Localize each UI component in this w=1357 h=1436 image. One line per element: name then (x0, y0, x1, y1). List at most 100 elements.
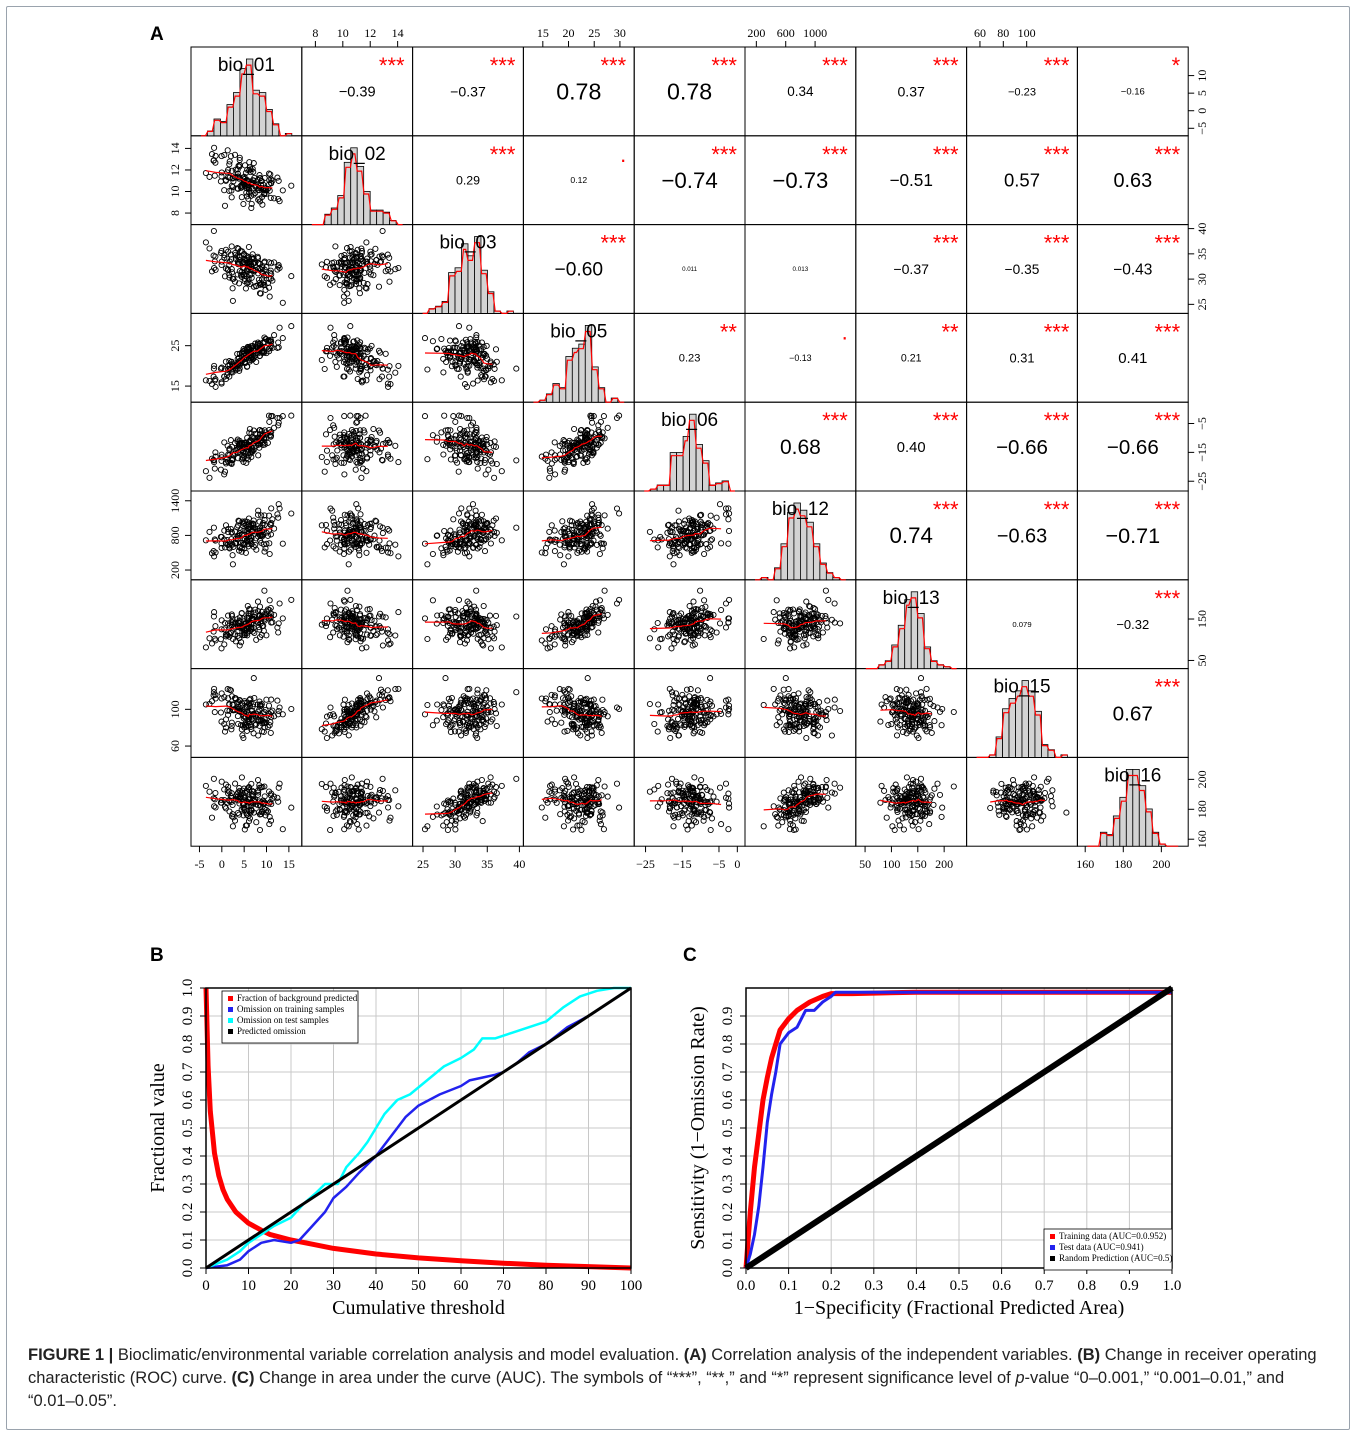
scatter-point (322, 521, 330, 528)
scatter-point (256, 345, 264, 352)
scatter-point (208, 151, 216, 158)
scatter-point (452, 418, 459, 425)
scatter-point (370, 815, 377, 822)
scatter-point (589, 419, 596, 426)
scatter-point (206, 173, 213, 180)
scatter-point (877, 718, 884, 725)
scatter-point (474, 545, 481, 552)
scatter-point (421, 335, 429, 342)
scatter-point (831, 600, 838, 607)
scatter-point (392, 369, 399, 376)
scatter-point (347, 243, 354, 251)
scatter-point (480, 518, 487, 525)
scatter-point (236, 358, 243, 365)
scatter-point (264, 280, 271, 287)
scatter-point (226, 187, 233, 195)
scatter-point (498, 377, 505, 384)
scatter-point (247, 436, 254, 444)
scatter-point (353, 413, 360, 420)
scatter-point (446, 547, 453, 554)
scatter-point (224, 147, 231, 154)
scatter-point (238, 774, 245, 781)
scatter-point (276, 704, 283, 711)
scatter-point (248, 200, 255, 207)
scatter-point (722, 624, 730, 631)
scatter-point (822, 587, 829, 594)
scatter-point (356, 290, 363, 297)
scatter-point (364, 348, 371, 355)
scatter-point (357, 414, 364, 422)
scatter-point (357, 275, 364, 282)
scatter-point (321, 365, 328, 373)
scatter-point (392, 787, 399, 794)
scatter-point (334, 447, 341, 454)
scatter-point (542, 455, 549, 462)
scatter-point (226, 174, 233, 181)
scatter-point (498, 537, 505, 544)
scatter-point (355, 271, 362, 278)
scatter-point (327, 600, 334, 607)
scatter-point (461, 550, 469, 557)
scatter-point (483, 535, 490, 542)
scatter-point (232, 251, 239, 258)
scatter-point (588, 452, 595, 459)
scatter-point (917, 675, 925, 682)
scatter-point (330, 629, 337, 636)
scatter-point (760, 701, 767, 709)
scatter-point (479, 818, 486, 825)
scatter-point (366, 269, 373, 276)
scatter-point (446, 442, 453, 449)
scatter-point (247, 538, 254, 545)
scatter-point (373, 714, 380, 721)
scatter-point (601, 587, 608, 594)
scatter-point (210, 524, 217, 531)
scatter-point (336, 282, 343, 289)
scatter-point (255, 732, 262, 739)
scatter-point (646, 700, 653, 708)
scatter-point (443, 546, 450, 553)
scatter-point (221, 187, 228, 194)
scatter-point (338, 459, 345, 466)
scatter-point (329, 616, 336, 623)
scatter-point (327, 414, 334, 422)
scatter-point (260, 519, 267, 527)
scatter-point (498, 701, 505, 708)
scatter-point (249, 177, 256, 184)
scatter-point (240, 271, 247, 279)
scatter-point (725, 516, 732, 523)
scatter-point (229, 183, 236, 190)
scatter-point (243, 257, 250, 264)
scatter-point (358, 245, 365, 252)
scatter-point (266, 597, 273, 604)
scatter-point (250, 160, 257, 167)
scatter-point (336, 431, 343, 438)
scatter-point (599, 696, 606, 703)
scatter-point (245, 543, 252, 550)
scatter-point (363, 822, 370, 829)
scatter-point (438, 335, 445, 343)
scatter-point (327, 634, 334, 641)
scatter-point (482, 373, 489, 380)
scatter-point (913, 690, 920, 697)
scatter-point (893, 732, 901, 739)
scatter-point (424, 366, 431, 373)
scatter-point (241, 278, 248, 285)
scatter-point (803, 641, 810, 648)
scatter-point (344, 334, 351, 341)
scatter-point (263, 540, 270, 547)
scatter-point (358, 450, 365, 457)
scatter-point (255, 507, 262, 514)
scatter-point (456, 639, 464, 646)
scatter-point (332, 545, 339, 552)
scatter-point (565, 553, 572, 560)
scatter-point (467, 336, 474, 343)
scatter-point (267, 433, 274, 440)
scatter-point (266, 293, 273, 300)
scatter-point (318, 356, 325, 364)
scatter-point (457, 356, 464, 363)
scatter-point (222, 177, 229, 184)
scatter-point (331, 424, 338, 431)
scatter-point (244, 602, 251, 610)
scatter-point (395, 362, 402, 369)
scatter-point (386, 278, 393, 285)
